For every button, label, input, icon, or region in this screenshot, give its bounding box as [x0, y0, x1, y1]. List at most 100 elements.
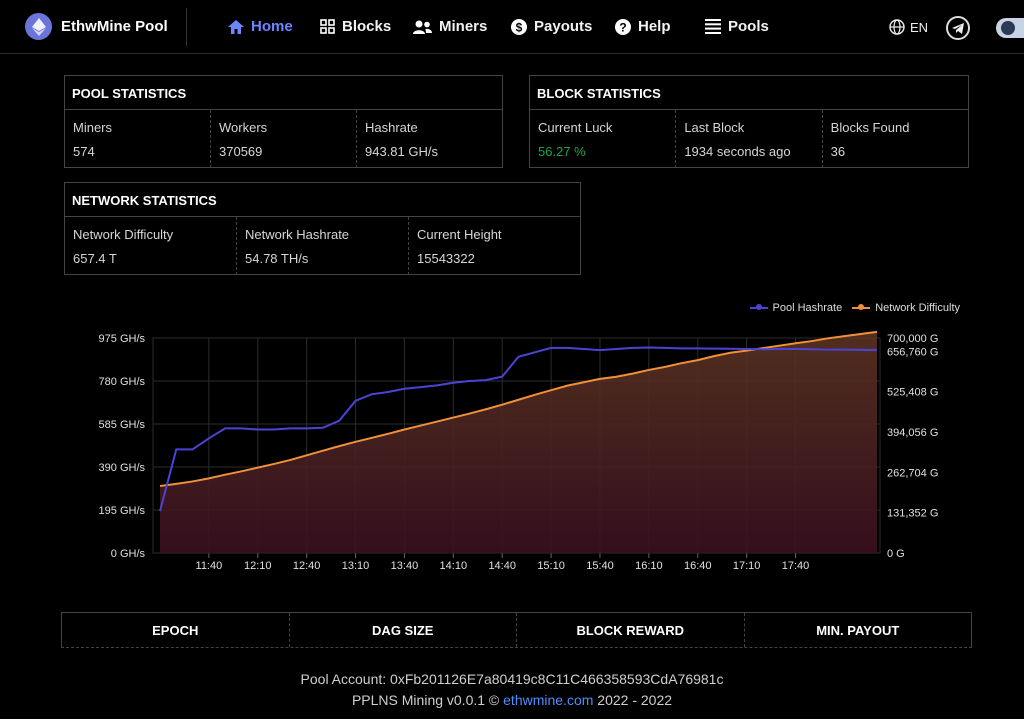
y-left-tick-label: 585 GH/s — [99, 419, 146, 431]
top-navbar: EthwMine Pool Home Blocks Miners $ Payou… — [0, 0, 1024, 54]
network-statistics-panel: NETWORK STATISTICS Network Difficulty 65… — [64, 182, 581, 275]
stat-hashrate: Hashrate 943.81 GH/s — [357, 110, 502, 168]
stat-value: 574 — [73, 144, 95, 159]
block-statistics-title: BLOCK STATISTICS — [530, 76, 968, 110]
brand[interactable]: EthwMine Pool — [25, 13, 168, 40]
legend-swatch — [749, 304, 768, 310]
legend-label: Pool Hashrate — [772, 302, 843, 314]
y-right-tick-label: 0 G — [887, 548, 905, 560]
stat-value: 370569 — [219, 144, 263, 159]
network-difficulty-area — [160, 331, 877, 553]
header-min-payout: MIN. PAYOUT — [816, 623, 900, 638]
y-left-tick-label: 390 GH/s — [99, 462, 146, 474]
footer-years: 2022 - 2022 — [593, 692, 673, 708]
svg-text:?: ? — [619, 20, 626, 34]
hashrate-chart: 0 GH/s 195 GH/s 390 GH/s 585 GH/s 780 GH/s 97… — [99, 330, 938, 572]
list-icon — [705, 19, 721, 34]
x-tick-label: 12:10 — [244, 560, 272, 572]
globe-icon — [889, 19, 905, 35]
footer-credits: PPLNS Mining v0.0.1 © ethwmine.com 2022 … — [0, 690, 1024, 711]
legend-swatch — [852, 304, 871, 310]
nav-home[interactable]: Home — [228, 18, 293, 35]
y-right-tick-label: 656,760 G — [887, 346, 938, 358]
language-selector[interactable]: EN — [889, 19, 928, 35]
x-tick-label: 14:10 — [440, 560, 468, 572]
y-right-tick-label: 525,408 G — [887, 387, 938, 399]
pool-hashrate-line — [159, 346, 878, 512]
stat-network-difficulty: Network Difficulty 657.4 T — [65, 217, 237, 275]
nav-home-label: Home — [251, 18, 293, 35]
grid-icon — [320, 19, 335, 34]
stat-value: 943.81 GH/s — [365, 144, 438, 159]
stat-network-hashrate: Network Hashrate 54.78 TH/s — [237, 217, 409, 275]
stat-value: 36 — [830, 144, 846, 159]
pool-statistics-title: POOL STATISTICS — [65, 76, 502, 110]
stat-value: 1934 seconds ago — [684, 144, 791, 159]
x-tick-label: 14:40 — [488, 560, 516, 572]
x-tick-label: 11:40 — [196, 560, 223, 572]
x-tick-label: 17:40 — [782, 560, 810, 572]
nav-pools-label: Pools — [728, 18, 769, 35]
x-tick-label: 17:10 — [733, 560, 761, 572]
network-statistics-title: NETWORK STATISTICS — [65, 183, 580, 217]
stat-label: Current Luck — [538, 120, 613, 135]
stat-label: Blocks Found — [830, 120, 910, 135]
stat-value: 657.4 T — [73, 251, 117, 266]
stat-value: 54.78 TH/s — [245, 251, 309, 266]
brand-name: EthwMine Pool — [61, 18, 168, 35]
telegram-icon — [952, 22, 964, 34]
y-left-tick-label: 780 GH/s — [99, 376, 146, 388]
x-tick-label: 13:40 — [391, 560, 419, 572]
svg-text:$: $ — [516, 20, 523, 34]
stat-label: Network Hashrate — [245, 227, 350, 242]
telegram-button[interactable] — [946, 16, 970, 40]
stat-blocks-found: Blocks Found 36 — [823, 110, 968, 168]
y-left-tick-label: 195 GH/s — [99, 505, 146, 517]
nav-miners[interactable]: Miners — [413, 18, 487, 35]
y-right-tick-label: 700,000 G — [887, 333, 938, 345]
stat-current-luck: Current Luck 56.27 % — [530, 110, 677, 168]
stat-label: Last Block — [684, 120, 745, 135]
stat-last-block: Last Block 1934 seconds ago — [676, 110, 823, 168]
nav-miners-label: Miners — [439, 18, 488, 35]
stat-label: Current Height — [417, 227, 502, 242]
brand-divider — [186, 8, 187, 46]
nav-help[interactable]: ? Help — [615, 18, 671, 35]
site-link[interactable]: ethwmine.com — [503, 692, 594, 708]
x-tick-label: 13:10 — [342, 560, 370, 572]
home-icon — [228, 19, 244, 34]
stat-label: Hashrate — [365, 120, 418, 135]
x-tick-label: 15:10 — [537, 560, 565, 572]
pool-statistics-panel: POOL STATISTICS Miners 574 Workers 37056… — [64, 75, 503, 168]
nav-help-label: Help — [638, 18, 671, 35]
pool-account: Pool Account: 0xFb201126E7a80419c8C11C46… — [300, 671, 724, 687]
legend-network-difficulty[interactable]: Network Difficulty — [852, 302, 960, 314]
y-right-tick-label: 131,352 G — [887, 508, 938, 520]
chart-legend: Pool Hashrate Network Difficulty — [740, 302, 960, 314]
nav-payouts[interactable]: $ Payouts — [511, 18, 592, 35]
footer-version: PPLNS Mining v0.0.1 © — [351, 692, 504, 708]
y-right-tick-label: 262,704 G — [887, 467, 938, 479]
ethereum-logo-icon — [25, 13, 52, 40]
x-tick-label: 15:40 — [586, 560, 614, 572]
stat-label: Miners — [73, 120, 113, 135]
header-dag-size: DAG SIZE — [290, 613, 517, 647]
language-label: EN — [910, 19, 929, 35]
x-tick-label: 16:10 — [635, 560, 663, 572]
y-left-tick-label: 975 GH/s — [99, 333, 146, 345]
footer: Pool Account: 0xFb201126E7a80419c8C11C46… — [0, 669, 1024, 711]
y-right-tick-label: 394,056 G — [887, 427, 938, 439]
nav-payouts-label: Payouts — [534, 18, 593, 35]
stat-miners: Miners 574 — [65, 110, 211, 168]
theme-toggle[interactable] — [996, 18, 1024, 38]
stat-label: Workers — [219, 120, 268, 135]
stat-label: Network Difficulty — [73, 227, 174, 242]
network-info-table: EPOCH DAG SIZE BLOCK REWARD MIN. PAYOUT — [61, 612, 972, 648]
dollar-circle-icon: $ — [511, 18, 527, 35]
stat-value: 15543322 — [417, 251, 475, 266]
nav-blocks[interactable]: Blocks — [320, 18, 391, 35]
stat-current-height: Current Height 15543322 — [409, 217, 580, 275]
legend-pool-hashrate[interactable]: Pool Hashrate — [749, 302, 843, 314]
nav-pools[interactable]: Pools — [705, 18, 769, 35]
header-epoch: EPOCH — [62, 613, 290, 647]
